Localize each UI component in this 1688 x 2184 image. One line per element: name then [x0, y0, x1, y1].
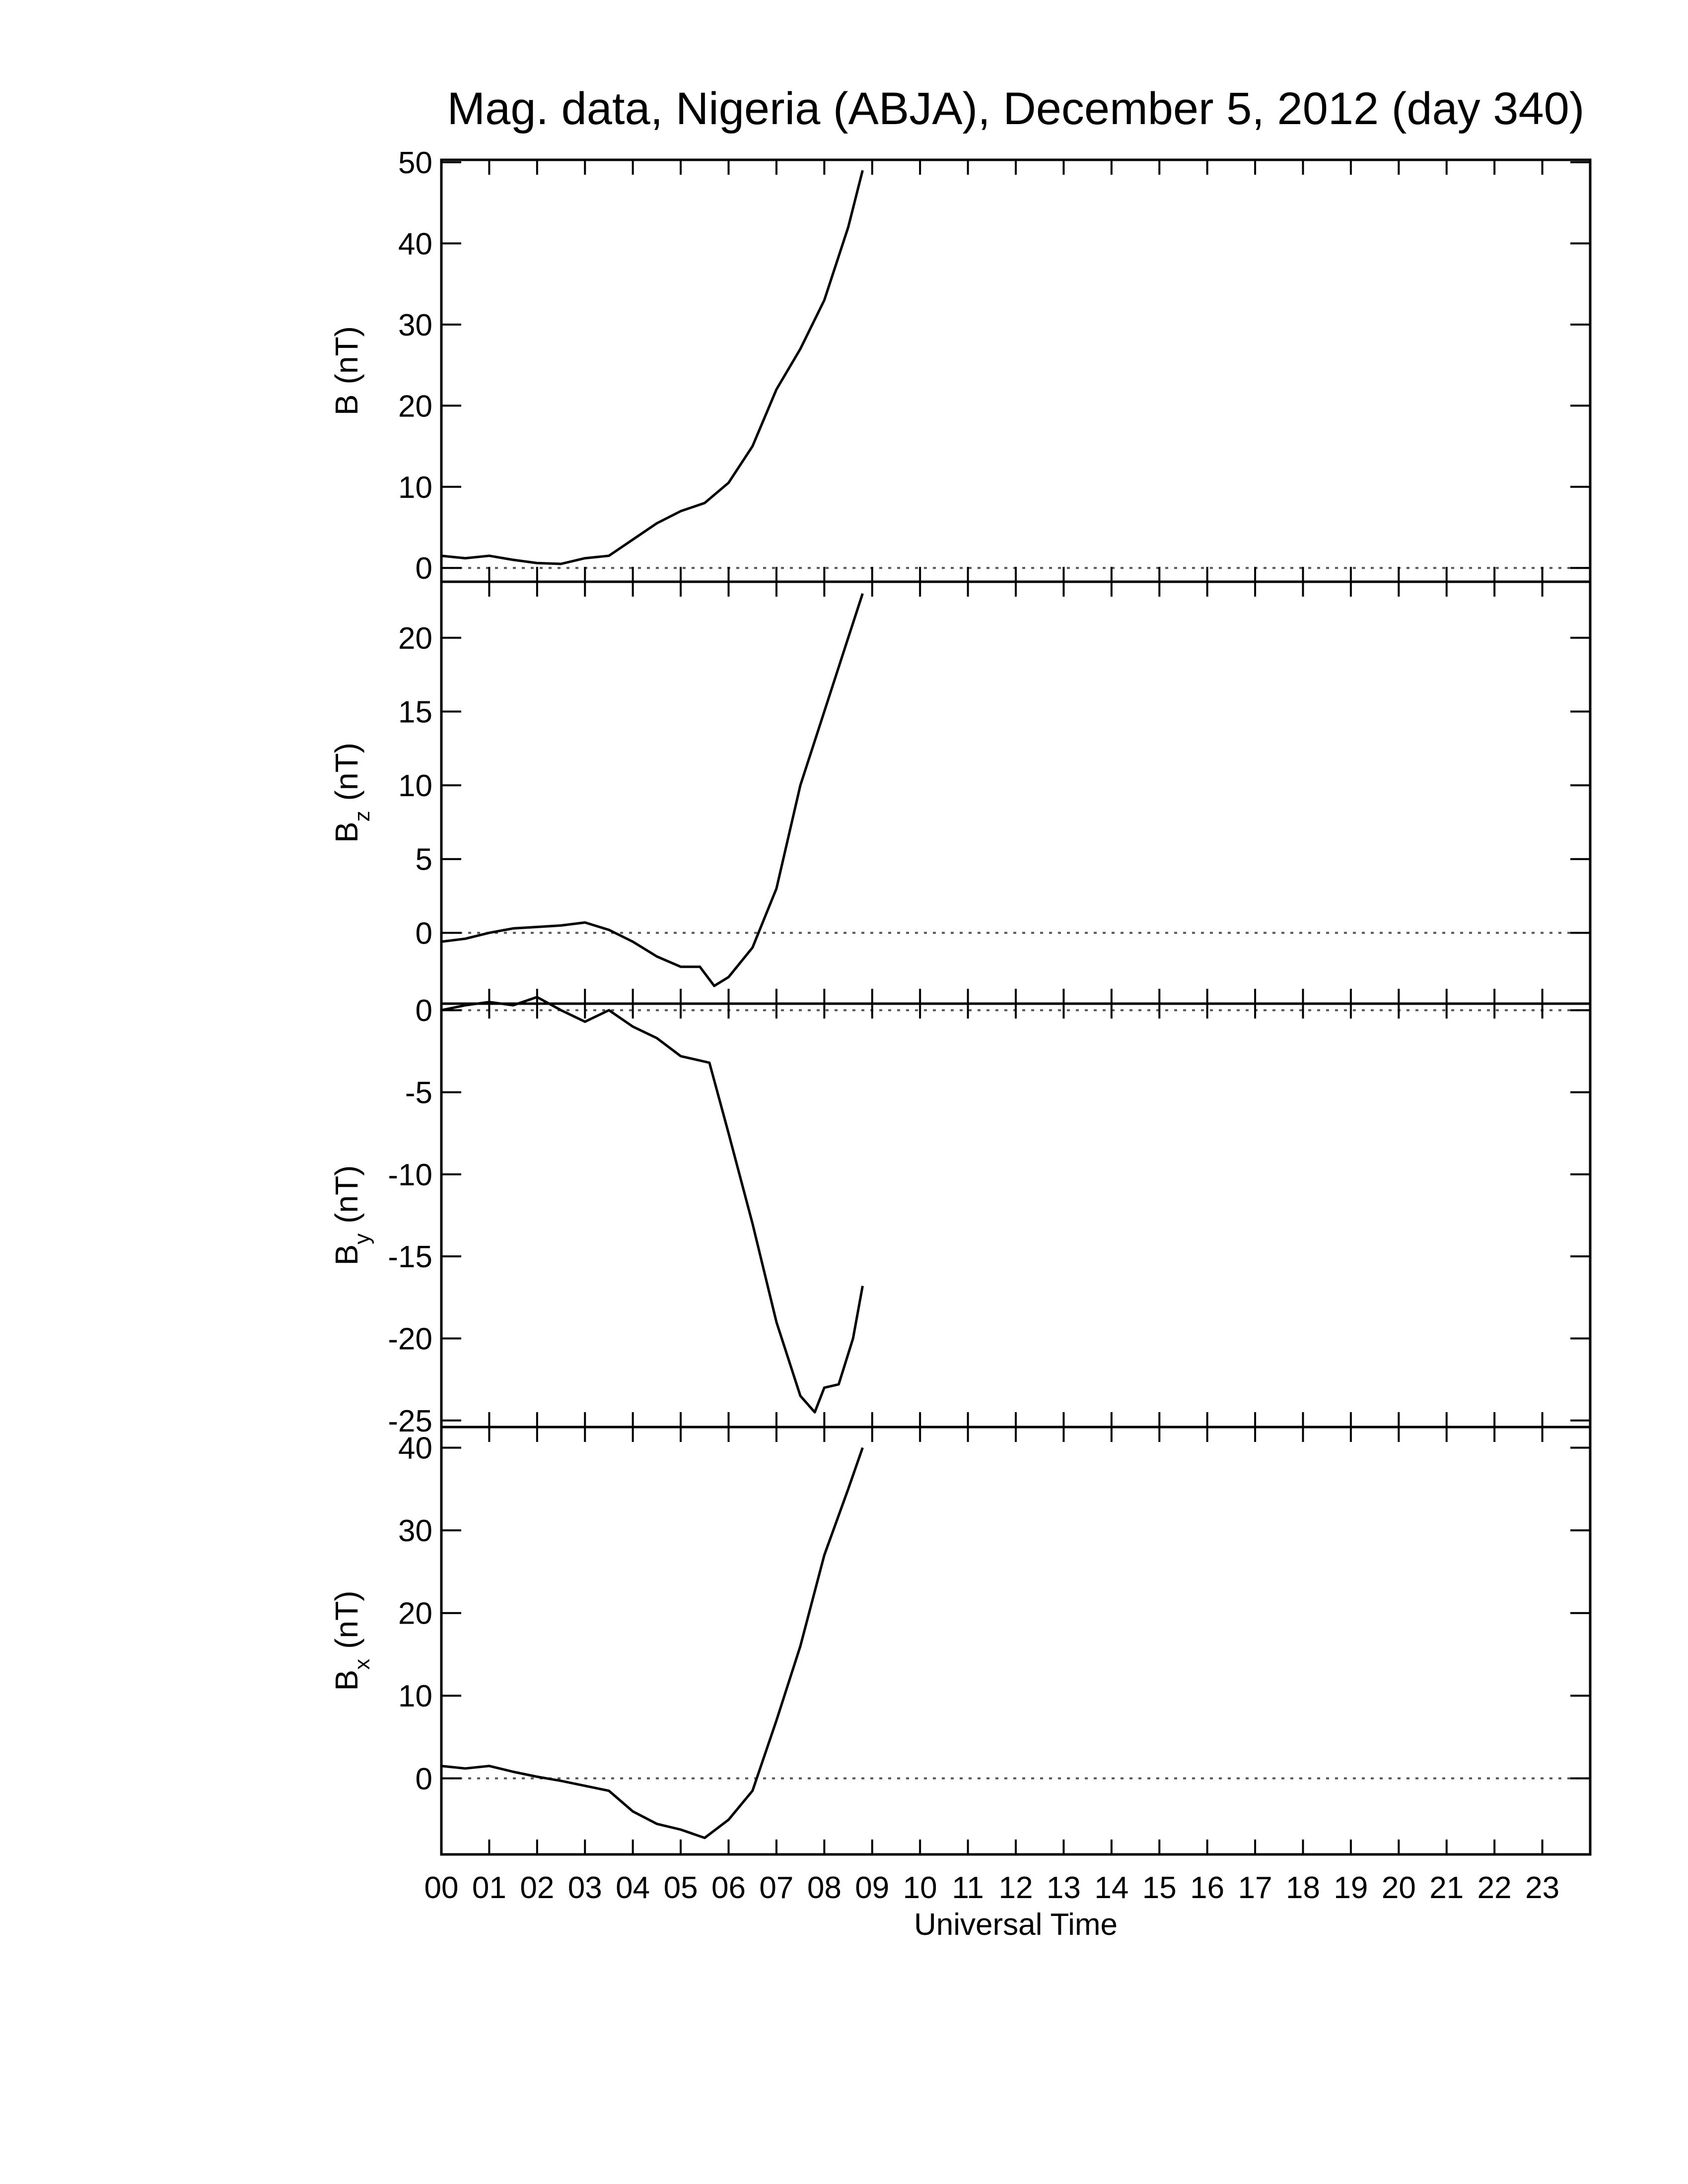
x-tick-label: 20 [1382, 1871, 1416, 1905]
x-tick-label: 10 [903, 1871, 937, 1905]
y-tick-label: -25 [388, 1404, 432, 1438]
y-axis-label-unit: (nT) [329, 326, 364, 384]
y-tick-label: 20 [398, 1597, 432, 1631]
y-tick-label: 30 [398, 1514, 432, 1548]
y-tick-label: 30 [398, 308, 432, 342]
x-tick-label: 14 [1094, 1871, 1128, 1905]
x-tick-label: 16 [1190, 1871, 1224, 1905]
y-tick-label: 15 [398, 695, 432, 730]
data-line [441, 1447, 864, 1840]
x-tick-label: 18 [1286, 1871, 1320, 1905]
x-tick-label: 17 [1238, 1871, 1272, 1905]
x-tick-label: 13 [1047, 1871, 1081, 1905]
y-tick-label: 0 [416, 916, 432, 951]
y-tick-label: 0 [416, 1762, 432, 1796]
x-tick-label: 00 [424, 1871, 459, 1905]
x-tick-label: 15 [1142, 1871, 1177, 1905]
y-tick-label: 20 [398, 389, 432, 423]
data-line [441, 996, 864, 1414]
y-tick-label: 40 [398, 1432, 432, 1466]
y-axis-label-main: B [329, 394, 364, 415]
y-axis-label: Bx (nT) [329, 1591, 374, 1691]
x-axis-label: Universal Time [914, 1908, 1118, 1942]
plot-frame [440, 1426, 1592, 1856]
x-tick-label: 02 [520, 1871, 554, 1905]
y-axis-label-unit: (nT) [329, 1591, 364, 1649]
y-tick-label: 20 [398, 621, 432, 656]
x-tick-label: 04 [616, 1871, 650, 1905]
y-tick-label: 5 [416, 843, 432, 877]
y-axis-label: Bz (nT) [329, 743, 374, 843]
y-axis-label-main: B [329, 1244, 364, 1266]
x-tick-label: 09 [855, 1871, 889, 1905]
x-tick-label: 01 [472, 1871, 506, 1905]
y-tick-label: -10 [388, 1158, 432, 1192]
x-tick-label: 22 [1477, 1871, 1512, 1905]
y-tick-label: 10 [398, 471, 432, 505]
y-tick-label: 10 [398, 769, 432, 803]
x-tick-label: 19 [1334, 1871, 1368, 1905]
y-tick-label: 50 [398, 146, 432, 180]
y-axis-label-main: B [329, 821, 364, 843]
x-tick-label: 06 [711, 1871, 746, 1905]
x-tick-label: 08 [807, 1871, 842, 1905]
x-tick-label: 07 [759, 1871, 793, 1905]
x-tick-label: 21 [1429, 1871, 1464, 1905]
y-tick-label: 0 [416, 994, 432, 1028]
plot-frame [440, 1002, 1592, 1429]
x-tick-label: 12 [999, 1871, 1033, 1905]
y-tick-label: 0 [416, 551, 432, 586]
x-tick-label: 23 [1525, 1871, 1559, 1905]
y-axis-label-unit: (nT) [329, 743, 364, 801]
x-tick-label: 05 [664, 1871, 698, 1905]
y-tick-label: -5 [405, 1076, 432, 1110]
y-axis-label-sub: z [350, 811, 374, 821]
data-line [441, 170, 864, 565]
data-line [441, 593, 864, 987]
y-tick-label: -20 [388, 1322, 432, 1356]
x-tick-label: 11 [952, 1871, 984, 1905]
y-tick-label: 40 [398, 227, 432, 261]
y-axis-label-unit: (nT) [329, 1165, 364, 1224]
y-axis-label-sub: y [350, 1233, 374, 1244]
y-tick-label: 10 [398, 1679, 432, 1713]
y-axis-label-main: B [329, 1670, 364, 1691]
plot-frame [440, 580, 1592, 1005]
y-axis-label: B (nT) [329, 326, 364, 415]
y-tick-label: -15 [388, 1240, 432, 1274]
y-axis-label: By (nT) [329, 1165, 374, 1266]
chart-title: Mag. data, Nigeria (ABJA), December 5, 2… [447, 83, 1585, 134]
y-axis-label-sub: x [350, 1659, 374, 1670]
plot-frame [440, 158, 1592, 583]
x-tick-label: 03 [568, 1871, 602, 1905]
